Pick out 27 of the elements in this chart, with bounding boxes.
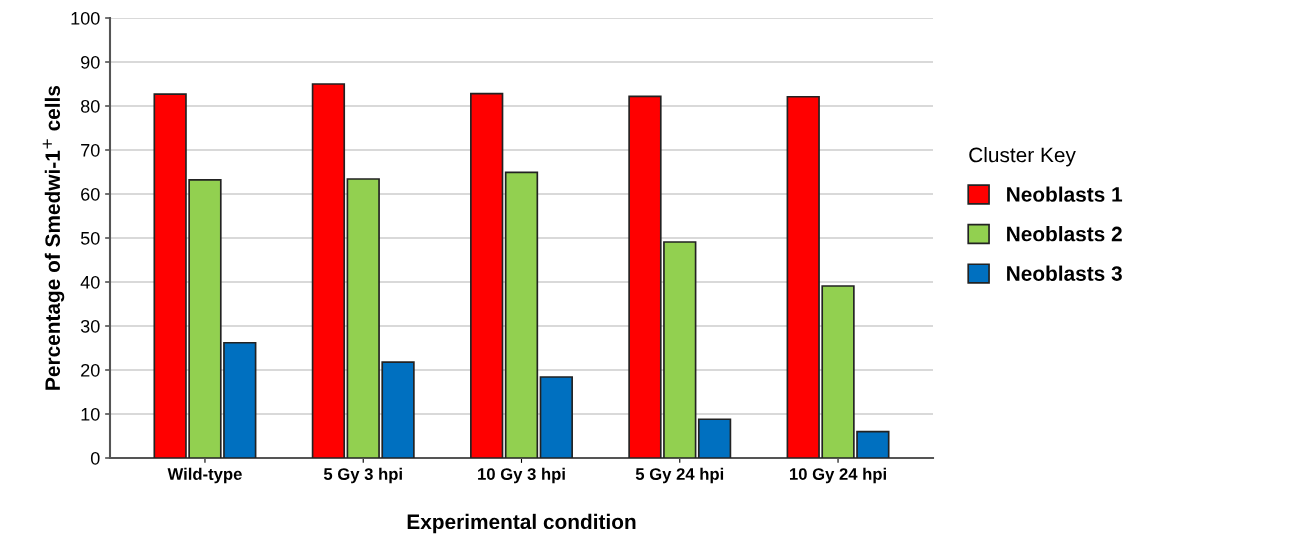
- bar: [311, 83, 346, 458]
- legend-label: Neoblasts 3: [1007, 265, 1122, 281]
- bar: [539, 376, 573, 458]
- legend-label: Neoblasts 1: [1007, 186, 1123, 202]
- legend-title: Cluster Key: [969, 146, 1076, 167]
- x-tick-label: 5 Gy 24 hpi: [635, 467, 724, 484]
- x-tick-label: 10 Gy 3 hpi: [478, 467, 565, 484]
- y-tick-label: 80: [80, 99, 100, 113]
- y-tick-label: 10: [81, 407, 100, 421]
- y-tick-label: 30: [80, 319, 100, 333]
- y-axis-title: Percentage of Smedwi-1$^{+}$ cells: [42, 85, 65, 390]
- y-tick-label: 20: [81, 363, 100, 377]
- bar: [504, 171, 539, 458]
- bar: [697, 418, 732, 458]
- x-tick-label: Wild-type: [167, 467, 242, 484]
- y-tick-label: 50: [80, 231, 100, 245]
- y-tick-label: 90: [81, 55, 100, 69]
- y-tick-label: 70: [81, 143, 100, 157]
- y-tick-label: 40: [80, 275, 100, 289]
- bar: [470, 92, 504, 458]
- y-tick-label: 0: [90, 451, 100, 465]
- y-tick-label: 60: [81, 187, 100, 201]
- x-tick-label: 5 Gy 3 hpi: [323, 467, 402, 484]
- legend-label: Neoblasts 2: [1007, 226, 1122, 242]
- x-tick-label: 10 Gy 24 hpi: [790, 467, 886, 484]
- x-axis-title: Experimental condition: [407, 513, 636, 534]
- y-tick-label: 100: [71, 11, 100, 25]
